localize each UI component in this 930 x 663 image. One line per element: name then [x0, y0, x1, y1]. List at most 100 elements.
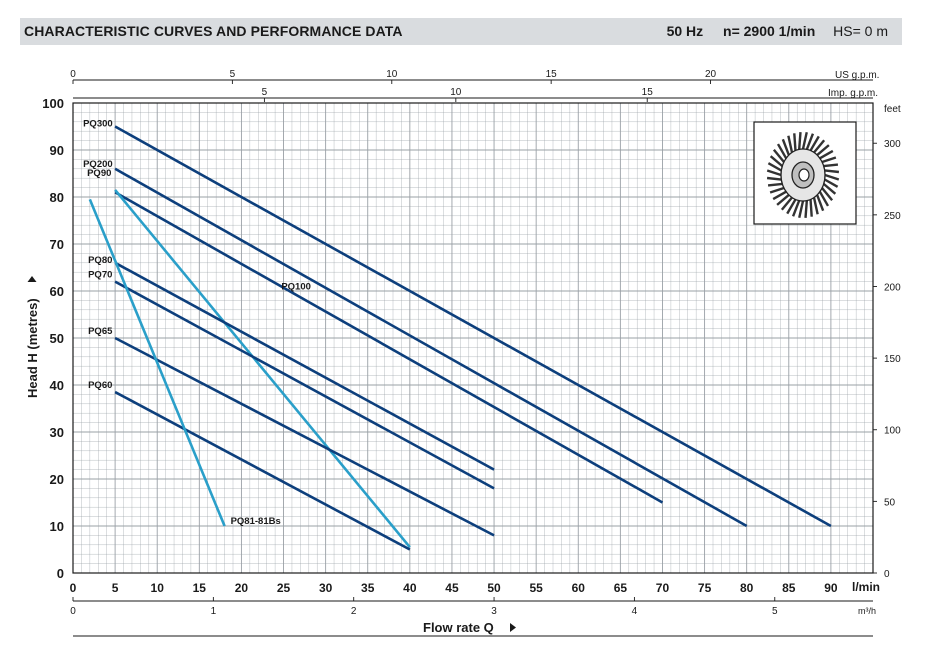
series-line-pq200: [114, 167, 748, 528]
impeller-vane: [766, 169, 782, 177]
impeller-vane: [769, 155, 784, 168]
m3h-tick-label: 0: [70, 606, 76, 617]
impeller-icon: [766, 131, 840, 219]
m3h-tick-label: 2: [351, 606, 357, 617]
impeller-vane: [823, 163, 839, 168]
chart-axes: [72, 79, 877, 637]
x-tick-label: 85: [782, 581, 796, 595]
x-tick-label: 90: [824, 581, 838, 595]
us-gpm-tick-label: 10: [386, 69, 398, 80]
series-label-pq81-81bs: PQ81-81Bs: [231, 516, 281, 527]
series-line-pq100: [114, 191, 664, 504]
m3h-tick-label: 5: [772, 606, 778, 617]
m3h-tick-label: 4: [632, 606, 638, 617]
feet-tick-label: 150: [884, 354, 901, 365]
x-tick-label: 70: [656, 581, 670, 595]
impeller-vane: [772, 148, 785, 163]
imp-gpm-unit: Imp. g.p.m.: [828, 88, 878, 99]
chart-grid: [72, 102, 874, 574]
arrow-right-icon: [510, 623, 516, 632]
chart-series: PQ300 PQ200 PQ100 PQ90 PQ80 PQ70 PQ65 PQ60 PQ81-…: [83, 119, 832, 551]
series-line-pq70: [114, 280, 495, 490]
series-label-pq65: PQ65: [88, 326, 113, 337]
y-tick-label: 30: [50, 425, 64, 440]
x-tick-label: 0: [70, 581, 77, 595]
impeller-vane: [804, 200, 809, 218]
x-tick-label: 5: [112, 581, 119, 595]
feet-tick-label: 50: [884, 497, 896, 508]
impeller-vane: [821, 156, 837, 164]
feet-tick-label: 250: [884, 211, 901, 222]
x-tick-label: 35: [361, 581, 375, 595]
impeller-vane: [780, 196, 793, 211]
impeller-vane: [786, 198, 797, 215]
chart-title: CHARACTERISTIC CURVES AND PERFORMANCE DA…: [24, 23, 403, 39]
y-axis-label: Head H (metres): [25, 298, 40, 398]
impeller-vane: [805, 133, 815, 150]
imp-gpm-tick-label: 10: [450, 87, 462, 98]
impeller-vane: [816, 194, 825, 212]
impeller-vane: [812, 197, 819, 215]
tick-labels: 0 5 10 15 20 25 30 35 40 45 50 55 60 65 70 75 80 85 900102…: [42, 69, 901, 617]
series-label-pq60: PQ60: [88, 380, 112, 391]
frequency-label: 50 Hz: [666, 23, 704, 39]
impeller-vane: [824, 169, 840, 174]
series-line-pq65: [114, 336, 495, 537]
series-label-pq80: PQ80: [88, 255, 112, 266]
speed-label: n= 2900 1/min: [723, 23, 816, 39]
impeller-vane: [809, 199, 813, 217]
impeller-vane: [824, 178, 839, 188]
impeller-vane: [769, 186, 785, 194]
x-tick-label: 50: [487, 581, 501, 595]
imp-gpm-tick-label: 5: [262, 87, 268, 98]
us-gpm-tick-label: 0: [70, 69, 76, 80]
plot-frame: [72, 102, 874, 574]
series-label-pq90: PQ90: [87, 168, 111, 179]
impeller-vane: [767, 182, 783, 187]
y-tick-label: 60: [50, 284, 64, 299]
x-tick-label: 65: [614, 581, 628, 595]
us-gpm-tick-label: 20: [705, 69, 717, 80]
feet-tick-label: 300: [884, 139, 901, 150]
series-label-pq300: PQ300: [83, 119, 113, 130]
impeller-vane: [781, 138, 790, 156]
y-tick-label: 20: [50, 472, 64, 487]
impeller-vane: [797, 132, 802, 150]
x-tick-label: 15: [193, 581, 207, 595]
x-tick-label: 30: [319, 581, 333, 595]
us-gpm-unit: US g.p.m.: [835, 70, 879, 81]
m3h-unit: m³/h: [858, 606, 876, 616]
impeller-vane: [767, 162, 782, 172]
us-gpm-tick-label: 5: [230, 69, 236, 80]
impeller-vane: [813, 139, 826, 154]
x-tick-label: 75: [698, 581, 712, 595]
arrow-up-icon: [27, 276, 37, 282]
x-tick-label: 40: [403, 581, 417, 595]
impeller-vane: [793, 133, 797, 151]
impeller-vane: [787, 135, 794, 153]
series-label-pq100: PQ100: [281, 281, 311, 292]
impeller-vane: [776, 143, 788, 159]
suction-height-label: HS= 0 m: [833, 23, 888, 39]
impeller-bore: [798, 168, 810, 182]
y-tick-label: 0: [57, 566, 64, 581]
x-tick-label: 80: [740, 581, 754, 595]
impeller-vane: [822, 182, 837, 195]
x-axis-unit: l/min: [852, 580, 880, 594]
x-tick-label: 10: [151, 581, 165, 595]
series-line-pq81-81bs: [88, 198, 226, 527]
series-label-pq70: PQ70: [88, 270, 112, 281]
series-label-pq200: PQ200: [83, 159, 113, 170]
us-gpm-tick-label: 15: [546, 69, 558, 80]
impeller-vane: [819, 149, 834, 160]
y-tick-label: 10: [50, 519, 64, 534]
impeller-vane: [824, 173, 840, 181]
impeller-vane: [816, 144, 830, 156]
x-tick-label: 25: [277, 581, 291, 595]
y-tick-label: 100: [42, 96, 64, 111]
chart-header: CHARACTERISTIC CURVES AND PERFORMANCE DA…: [20, 18, 902, 45]
impeller-vane: [776, 194, 790, 206]
imp-gpm-tick-label: 15: [642, 87, 654, 98]
impeller-image: [753, 121, 857, 225]
